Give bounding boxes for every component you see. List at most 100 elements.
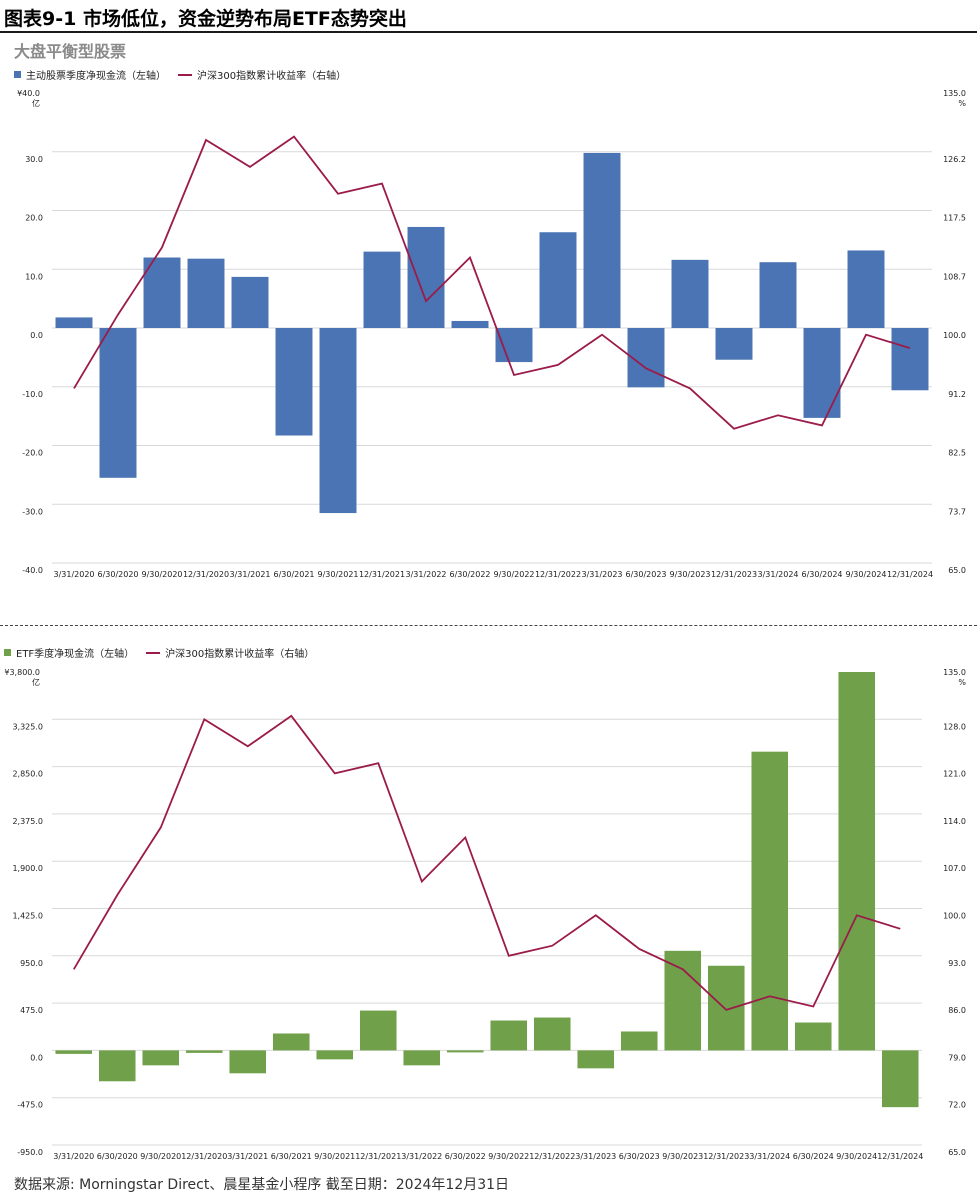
x-axis-tick-label: 6/30/2021 [271,1152,312,1161]
bar-3-31-2023 [583,152,621,328]
left-axis-tick-label: 10.0 [25,272,43,281]
left-axis-tick-label: -475.0 [17,1101,43,1110]
legend-bar-label: 主动股票季度净现金流（左轴） [26,71,166,82]
x-axis-tick-label: 6/30/2021 [273,570,314,579]
x-axis-tick-label: 6/30/2023 [625,570,666,579]
legend-line-swatch [178,73,192,76]
x-axis-tick-label: 12/31/2022 [529,1152,575,1161]
left-axis-tick-label: -20.0 [22,449,43,458]
x-axis-tick-label: 3/31/2021 [227,1152,268,1161]
x-axis-tick-label: 6/30/2024 [793,1152,834,1161]
left-axis-tick-label: -10.0 [22,390,43,399]
x-axis-tick-label: 12/31/2021 [359,570,405,579]
right-axis-tick-label: 114.0 [943,817,966,826]
section-divider [0,625,977,626]
bar-12-31-2022 [539,232,577,328]
x-axis-tick-label: 3/31/2023 [575,1152,616,1161]
right-axis-tick-label: 121.0 [943,770,966,779]
left-axis-tick-label: 30.0 [25,155,43,164]
left-axis-tick-label: -40.0 [22,566,43,575]
bar-12-31-2020 [185,1050,223,1053]
bottom-chart: ¥3,800.0亿 135.0% 3,325.0 128.0 2,850.0 121.0 2… [4,668,966,1161]
x-axis-tick-label: 6/30/2020 [97,570,138,579]
x-axis-tick-label: 12/31/2023 [703,1152,749,1161]
legend-line-swatch [146,651,161,654]
bar-9-30-2022 [495,328,533,363]
bar-9-30-2021 [319,328,357,514]
bar-9-30-2024 [838,672,876,1051]
x-axis-tick-label: 9/30/2023 [669,570,710,579]
bar-9-30-2020 [142,1050,180,1066]
bar-3-31-2024 [751,751,789,1051]
right-axis-tick-label: 135.0 [943,668,966,677]
right-axis-tick-label: 107.0 [943,864,966,873]
left-axis-tick-label: -30.0 [22,507,43,516]
bar-12-31-2023 [707,965,745,1051]
bar-6-30-2022 [451,320,489,328]
left-axis-tick-label: 475.0 [20,1006,43,1015]
bar-12-31-2023 [715,328,753,360]
right-axis-tick-label: 126.2 [943,155,966,164]
bar-3-31-2020 [55,317,93,328]
legend-line-label: 沪深300指数累计收益率（右轴） [197,71,347,82]
x-axis-tick-label: 3/31/2023 [581,570,622,579]
x-axis-tick-label: 12/31/2024 [877,1152,923,1161]
legend-line-label: 沪深300指数累计收益率（右轴） [165,649,315,660]
bar-3-31-2021 [231,276,269,328]
left-axis-tick-label: 1,425.0 [12,912,43,921]
x-axis-tick-label: 9/30/2021 [317,570,358,579]
bar-9-30-2024 [847,250,885,328]
left-axis-unit-label: 亿 [32,98,40,108]
x-axis-tick-label: 3/31/2024 [757,570,798,579]
x-axis-tick-label: 12/31/2020 [183,570,229,579]
right-axis-tick-label: 135.0 [943,89,966,98]
right-axis-tick-label: 86.0 [948,1006,966,1015]
bar-12-31-2020 [187,258,225,328]
bar-9-30-2023 [671,259,709,328]
x-axis-tick-label: 12/31/2023 [711,570,757,579]
x-axis-tick-label: 6/30/2022 [449,570,490,579]
x-axis-tick-label: 12/31/2021 [355,1152,401,1161]
left-axis-tick-label: ¥3,800.0 [4,668,40,677]
bar-12-31-2021 [359,1010,397,1051]
bar-12-31-2021 [363,251,401,328]
bar-6-30-2021 [272,1033,310,1051]
x-axis-tick-label: 6/30/2020 [97,1152,138,1161]
bar-3-31-2023 [577,1050,615,1069]
x-axis-tick-label: 3/31/2020 [53,570,94,579]
bar-3-31-2020 [55,1050,93,1054]
x-axis-tick-label: 9/30/2020 [140,1152,181,1161]
left-axis-tick-label: -950.0 [17,1148,43,1157]
bar-3-31-2024 [759,262,797,328]
right-axis-tick-label: 93.0 [948,959,966,968]
bar-6-30-2023 [620,1031,658,1051]
hs300-line [73,714,901,1011]
x-axis-tick-label: 3/31/2022 [401,1152,442,1161]
source-note: 数据来源: Morningstar Direct、晨星基金小程序 截至日期：20… [14,1177,510,1193]
bottom-legend: ETF季度净现金流（左轴） 沪深300指数累计收益率（右轴） [4,645,314,660]
bar-6-30-2020 [99,328,137,478]
x-axis-tick-label: 9/30/2024 [836,1152,877,1161]
left-axis-tick-label: 2,375.0 [12,817,43,826]
hs300-line [73,135,911,430]
x-axis-tick-label: 3/31/2021 [229,570,270,579]
right-axis-tick-label: 108.7 [943,272,966,281]
left-axis-tick-label: 0.0 [30,1053,43,1062]
left-axis-tick-label: ¥40.0 [17,89,40,98]
left-axis-unit-label: 亿 [32,677,40,687]
bar-6-30-2024 [803,328,841,418]
legend-bar-swatch [14,71,21,78]
legend-bar-swatch [4,649,11,656]
x-axis-tick-label: 12/31/2020 [181,1152,227,1161]
right-axis-tick-label: 65.0 [948,566,966,575]
bar-9-30-2020 [143,257,181,328]
left-axis-tick-label: 3,325.0 [12,722,43,731]
bar-6-30-2021 [275,328,313,436]
right-axis-tick-label: 100.0 [943,331,966,340]
x-axis-tick-label: 6/30/2022 [445,1152,486,1161]
right-axis-unit-label: % [958,99,966,108]
right-axis-tick-label: 82.5 [948,449,966,458]
left-axis-tick-label: 0.0 [30,331,43,340]
right-axis-tick-label: 128.0 [943,722,966,731]
bar-3-31-2022 [403,1050,441,1066]
